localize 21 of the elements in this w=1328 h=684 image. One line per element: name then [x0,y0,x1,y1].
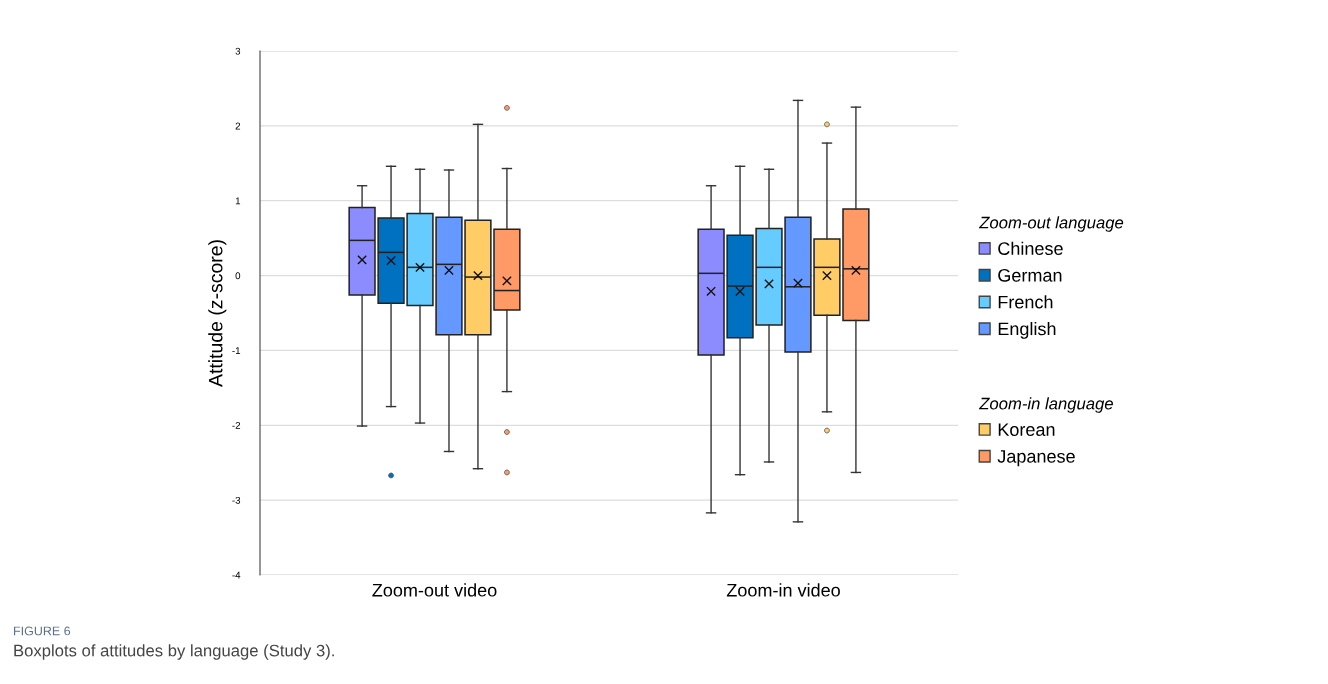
y-tick-label: -3 [232,496,241,504]
x-tick-label: Zoom-out video [372,583,497,597]
legend-label: English [998,322,1056,339]
x-tick-label: Zoom-in video [726,583,840,597]
text: Boxplots of attitudes by language (Study 3). [14,644,334,660]
y-tick-label: 3 [235,47,241,55]
legend-label: French [998,295,1053,309]
y-tick-label: -2 [232,422,241,429]
legend-label: Chinese [998,241,1063,255]
legend-label: German [998,268,1062,282]
y-tick-label: -4 [232,571,241,579]
y-tick-label: -1 [232,347,241,354]
legend-label: Japanese [997,450,1075,467]
y-tick-label: 0 [235,272,241,280]
text: Zoom-in language [978,397,1113,413]
legend-label: Korean [998,423,1055,436]
caption: FIGURE 6 [14,626,71,636]
y-tick-label: 1 [235,197,241,205]
y-axis-title: Attitude (z-score) [208,240,227,387]
legend-title: Zoom-out language [978,216,1124,232]
y-tick-label: 2 [235,122,241,130]
